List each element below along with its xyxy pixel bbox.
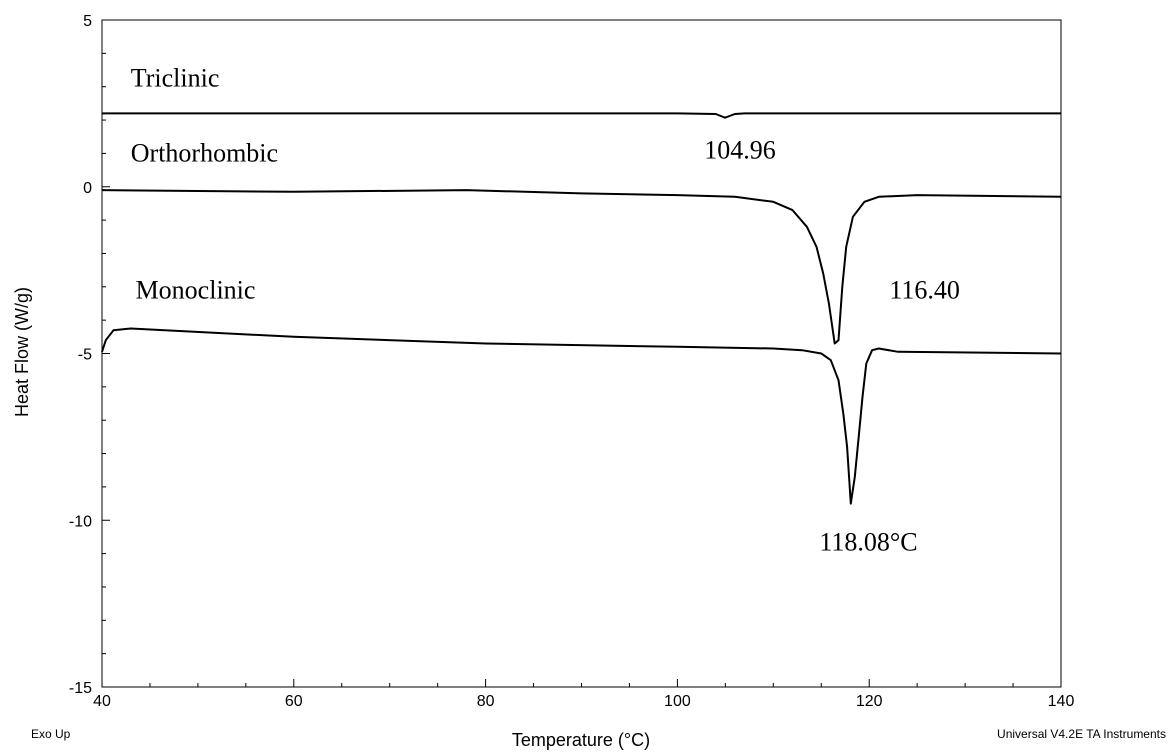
annotation-label: 116.40 xyxy=(889,275,960,304)
x-axis: 40 60 80 100 120 140 xyxy=(93,679,1074,710)
annotation-label: Monoclinic xyxy=(136,275,256,304)
x-tick-label: 100 xyxy=(664,693,691,710)
y-axis: 5 0 -5 -10 -15 xyxy=(69,13,110,697)
x-tick-label: 60 xyxy=(285,693,303,710)
x-tick-label: 40 xyxy=(93,693,111,710)
plot-area xyxy=(101,19,1062,688)
y-axis-label: Heat Flow (W/g) xyxy=(12,287,32,417)
annotation-layer: Triclinic Orthorhombic Monoclinic 104.96 116… xyxy=(131,64,960,557)
annotation-label: Orthorhombic xyxy=(131,139,278,168)
y-tick-label: -15 xyxy=(69,680,92,697)
y-tick-label: -10 xyxy=(69,513,92,530)
x-tick-label: 80 xyxy=(477,693,495,710)
y-tick-label: 5 xyxy=(83,13,92,30)
series-line-orthorhombic xyxy=(101,189,1062,345)
series-layer xyxy=(101,112,1062,505)
series-line-triclinic xyxy=(102,112,1061,119)
annotation-label: Triclinic xyxy=(131,64,220,93)
annotation-label: 118.08°C xyxy=(819,527,917,556)
x-tick-label: 120 xyxy=(856,693,883,710)
exo-up-label: Exo Up xyxy=(31,727,71,741)
software-version-label: Universal V4.2E TA Instruments xyxy=(997,727,1166,741)
annotation-label: 104.96 xyxy=(704,135,776,164)
x-tick-label: 140 xyxy=(1048,693,1075,710)
series-line-monoclinic xyxy=(101,327,1062,505)
y-tick-label: 0 xyxy=(83,180,92,197)
x-axis-label: Temperature (°C) xyxy=(512,730,650,750)
plot-border xyxy=(101,19,1062,688)
y-tick-label: -5 xyxy=(78,347,92,364)
